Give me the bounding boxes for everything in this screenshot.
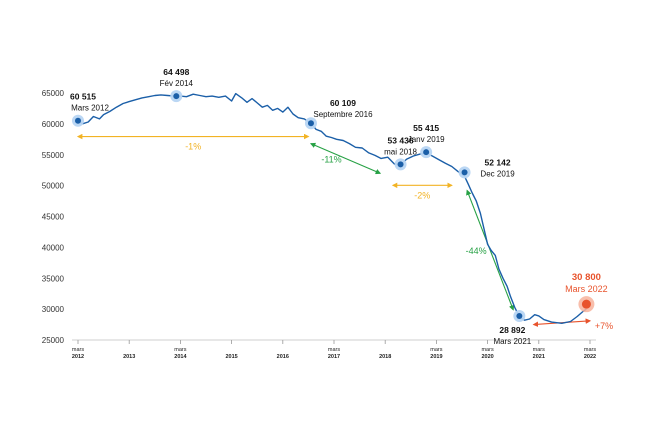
annotation-label: +7% — [595, 321, 613, 331]
point — [173, 93, 180, 100]
x-tick-label-year: 2012 — [72, 354, 84, 360]
point — [461, 169, 468, 176]
annotation-arrow — [309, 142, 382, 175]
point — [516, 312, 523, 319]
point-value-label: 64 498 — [163, 67, 189, 77]
x-tick-label-year: 2022 — [584, 354, 596, 360]
point — [397, 161, 404, 168]
x-tick-label-month: mars — [481, 347, 493, 353]
x-tick-label-year: 2019 — [430, 354, 442, 360]
y-tick-label: 25000 — [42, 336, 65, 345]
point-date-label: Septembre 2016 — [313, 110, 373, 119]
point — [75, 117, 81, 124]
x-tick-label-month: mars — [430, 347, 442, 353]
x-tick-label-month: mars — [174, 347, 186, 353]
point-value-label: 60 515 — [70, 92, 96, 102]
point-value-label: 60 109 — [330, 98, 356, 108]
annotation-arrow — [466, 189, 515, 311]
x-tick-label-year: 2016 — [277, 354, 289, 360]
point — [423, 149, 430, 156]
annotation-label: -11% — [321, 154, 341, 164]
x-tick-label-month: mars — [584, 347, 596, 353]
annotations: -1% -11% -2% -44% +7% — [76, 133, 613, 331]
point-date-label: Janv 2019 — [408, 135, 445, 144]
point-value-label: 52 142 — [485, 157, 511, 167]
x-tick-label-year: 2018 — [379, 354, 391, 360]
y-tick-label: 45000 — [42, 213, 65, 222]
annotation-label: -2% — [414, 190, 430, 200]
y-tick-label: 30000 — [42, 305, 65, 314]
point — [581, 299, 591, 309]
point-value-label: 53 436 — [388, 135, 414, 145]
x-tick-label-year: 2013 — [123, 354, 135, 360]
y-tick-label: 60000 — [42, 120, 65, 129]
point-date-label: Mars 2022 — [565, 284, 608, 294]
annotation-label: -44% — [466, 246, 487, 256]
x-tick-label-year: 2021 — [533, 354, 545, 360]
axes: 25000 30000 35000 40000 45000 50000 55000 60000… — [42, 89, 597, 360]
x-tick-label-year: 2020 — [481, 354, 493, 360]
x-tick-label-year: 2014 — [174, 354, 187, 360]
point-date-label: Mars 2021 — [493, 337, 531, 346]
point-value-label: 30 800 — [572, 272, 601, 283]
annotation-label: -1% — [185, 142, 201, 152]
x-tick-label-month: mars — [72, 347, 84, 353]
point-value-label: 55 415 — [413, 123, 439, 133]
y-tick-label: 65000 — [42, 89, 65, 98]
point-date-label: Fév 2014 — [160, 79, 194, 88]
x-tick-label-month: mars — [533, 347, 545, 353]
y-tick-label: 50000 — [42, 182, 65, 191]
point — [307, 120, 314, 127]
y-tick-label: 55000 — [42, 151, 65, 160]
x-tick-label-year: 2017 — [328, 354, 340, 360]
series — [77, 92, 587, 324]
markers: 60 515 Mars 2012 64 498 Fév 2014 60 109 Septe… — [70, 67, 608, 346]
point-date-label: Dec 2019 — [480, 169, 515, 178]
x-tick-label-year: 2015 — [225, 354, 237, 360]
point-date-label: Mars 2012 — [71, 104, 109, 113]
series-line — [77, 92, 587, 324]
point-value-label: 28 892 — [499, 325, 525, 335]
y-tick-label: 40000 — [42, 243, 65, 252]
y-tick-label: 35000 — [42, 274, 65, 283]
x-tick-label-month: mars — [328, 347, 340, 353]
point-date-label: mai 2018 — [384, 147, 417, 156]
